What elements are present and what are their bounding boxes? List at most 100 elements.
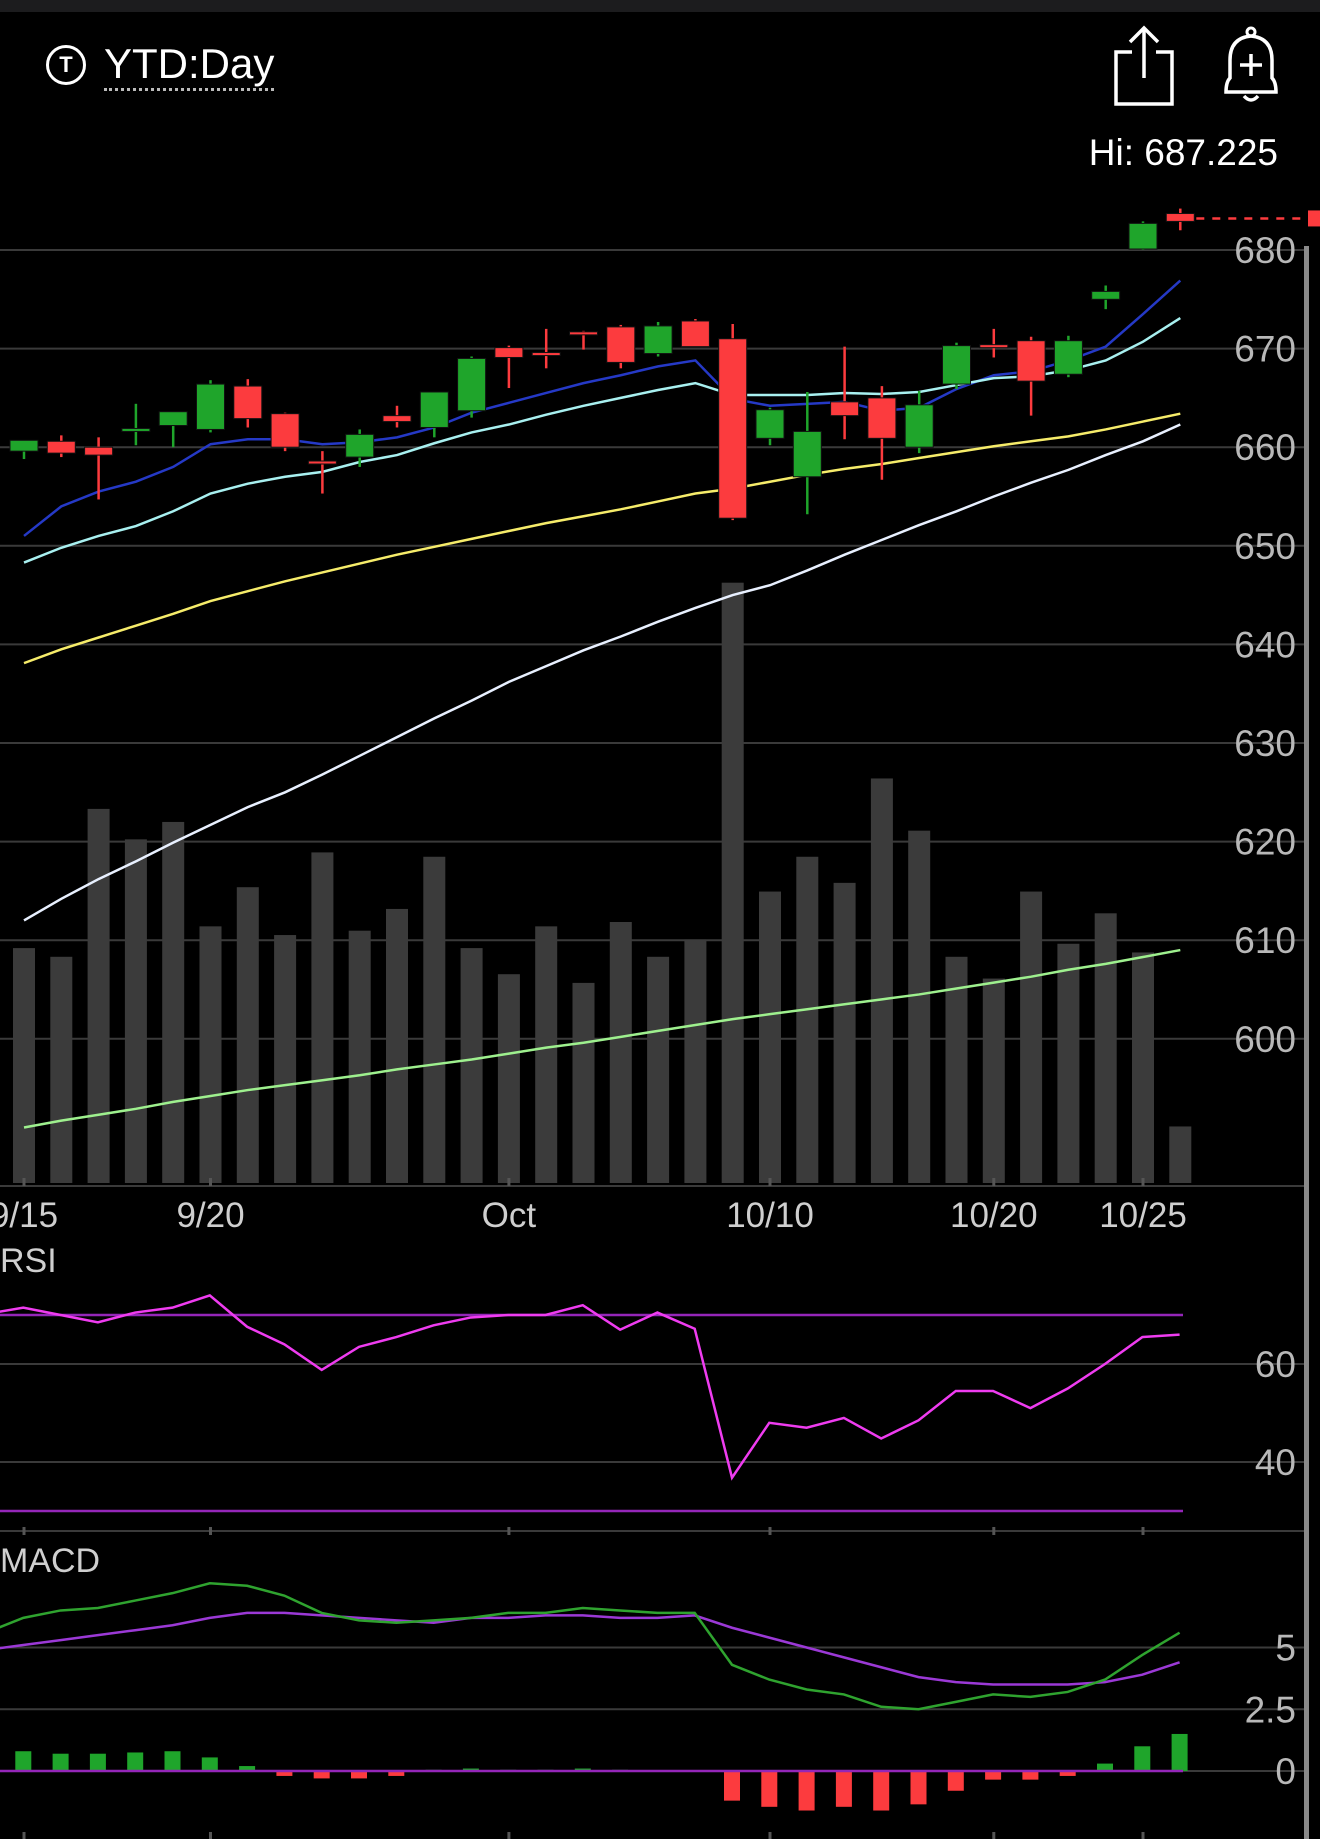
macd-tick-label: 5 <box>1275 1628 1296 1669</box>
candle-body <box>1053 340 1083 375</box>
rsi-line <box>0 1293 1180 1481</box>
moving-average-line <box>23 423 1181 922</box>
macd-histogram-bar <box>239 1766 256 1771</box>
candle-body <box>494 347 524 358</box>
macd-histogram-bar <box>127 1752 144 1771</box>
macd-tick-label: 2.5 <box>1245 1689 1296 1730</box>
candle-body <box>569 331 598 336</box>
candle <box>9 439 39 460</box>
candle-body <box>121 427 151 432</box>
date-tick-label: 9/15 <box>0 1196 58 1235</box>
date-tick-label: Oct <box>482 1196 537 1235</box>
candle <box>531 328 561 369</box>
macd-histogram-bar <box>89 1753 106 1771</box>
volume-bar <box>236 887 259 1183</box>
macd-histogram-bar <box>388 1771 405 1776</box>
moving-average-line <box>23 412 1181 665</box>
candle-body <box>270 413 300 448</box>
price-tick-label: 670 <box>1234 329 1296 370</box>
candle-body <box>718 338 748 519</box>
alert-button[interactable] <box>1216 24 1286 108</box>
candle <box>121 403 151 446</box>
rsi-tick-label: 40 <box>1255 1442 1296 1483</box>
scrollbar[interactable] <box>1304 246 1309 1839</box>
volume-bar <box>1094 913 1117 1183</box>
candle-body <box>643 325 673 355</box>
candle-body <box>1016 340 1046 382</box>
rsi-panel: RSI 60 40 <box>0 1242 1304 1535</box>
macd-signal-line <box>0 1611 1180 1686</box>
candle-body <box>307 460 337 465</box>
volume-bar <box>423 856 446 1183</box>
volume-bar <box>87 808 110 1183</box>
candle <box>419 391 449 438</box>
moving-average-line <box>23 279 1182 537</box>
date-tick-label: 10/20 <box>950 1196 1038 1235</box>
volume-bar <box>1169 1126 1192 1183</box>
candle <box>233 379 263 428</box>
volume-bar <box>1020 891 1043 1183</box>
candle <box>718 323 748 521</box>
macd-title: MACD <box>0 1542 100 1580</box>
candle-body <box>1165 213 1195 222</box>
date-axis: 9/15 9/20 Oct 10/10 10/20 10/25 <box>0 1178 1187 1235</box>
candle <box>1053 335 1083 378</box>
macd-histogram-bar <box>1022 1771 1039 1780</box>
macd-histogram-bar <box>835 1771 852 1807</box>
candle-body <box>419 391 449 428</box>
candle-body <box>345 433 375 458</box>
candle <box>904 390 934 454</box>
macd-histogram-bar <box>351 1771 367 1779</box>
candle-body <box>382 415 412 423</box>
candle-body <box>46 440 76 454</box>
candle-body <box>755 409 785 439</box>
candle <box>643 321 673 357</box>
macd-line <box>0 1582 1181 1711</box>
candle <box>755 407 785 446</box>
candle <box>942 342 971 390</box>
price-tick-label: 680 <box>1234 230 1296 271</box>
macd-histogram-bar <box>1134 1746 1151 1771</box>
macd-histogram-bar <box>1171 1733 1188 1771</box>
macd-histogram-bar <box>313 1771 330 1779</box>
macd-histogram-bar <box>52 1753 69 1771</box>
macd-histogram-bar <box>15 1751 32 1771</box>
macd-histogram-bar <box>724 1771 740 1801</box>
candle-body <box>979 344 1009 349</box>
share-icon <box>1114 25 1174 106</box>
volume-bar <box>50 956 73 1183</box>
last-price-line <box>1196 210 1320 227</box>
candle <box>1128 221 1158 250</box>
range-label[interactable]: YTD:Day <box>104 40 275 91</box>
candle <box>606 324 636 369</box>
volume-bar <box>1057 943 1080 1183</box>
share-button[interactable] <box>1112 24 1182 108</box>
volume-bar <box>460 948 483 1183</box>
price-tick-label: 650 <box>1234 526 1296 567</box>
candle <box>84 437 114 500</box>
macd-histogram-bar <box>201 1757 218 1771</box>
candle-body <box>1128 222 1158 250</box>
macd-histogram-bar <box>910 1771 927 1805</box>
macd-histogram-bar <box>985 1771 1002 1780</box>
volume-bar <box>908 830 931 1183</box>
macd-histogram-bar <box>164 1751 181 1771</box>
candle <box>1016 336 1046 416</box>
volume-bar <box>124 839 147 1183</box>
price-tick-label: 640 <box>1234 624 1296 665</box>
moving-average-line <box>23 316 1181 564</box>
candle <box>494 345 524 389</box>
date-tick-label: 10/25 <box>1099 1196 1187 1235</box>
last-price-marker <box>1308 210 1320 227</box>
candle <box>457 356 487 418</box>
date-tick-label: 9/20 <box>176 1196 244 1235</box>
price-tick-label: 600 <box>1234 1019 1296 1060</box>
range-selector[interactable]: T YTD:Day <box>46 40 275 91</box>
macd-histogram-bar <box>1097 1763 1113 1771</box>
volume-bar <box>572 982 595 1183</box>
volume-bar <box>311 852 334 1183</box>
volume-bar <box>870 778 893 1183</box>
macd-histogram-bar <box>276 1771 293 1776</box>
candle-body <box>904 404 934 448</box>
